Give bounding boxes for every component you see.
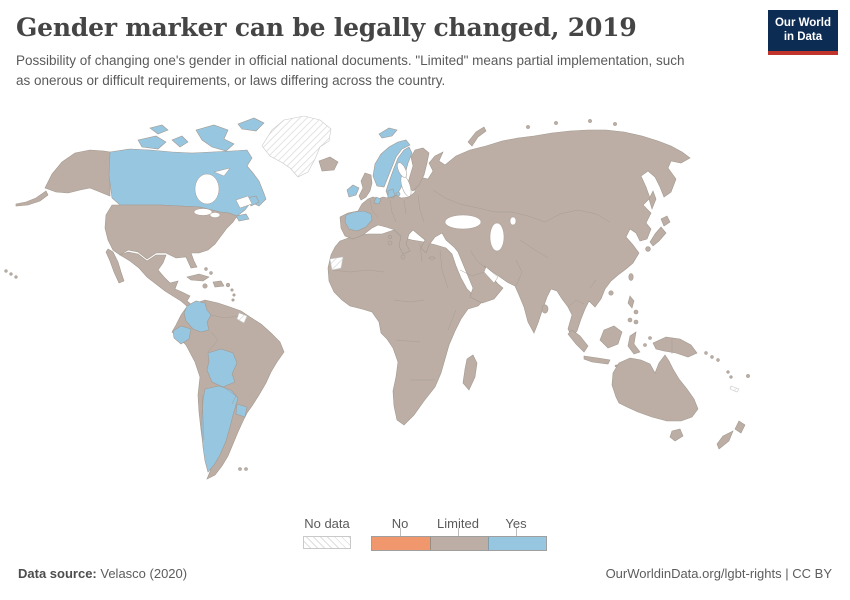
country-hainan[interactable] — [608, 290, 614, 296]
legend-swatch-limited[interactable] — [430, 537, 488, 550]
legend-no-data-label: No data — [304, 516, 350, 531]
country-mexico-central-america[interactable] — [119, 251, 210, 318]
page-title: Gender marker can be legally changed, 20… — [16, 13, 637, 42]
country-ecuador[interactable] — [172, 325, 192, 345]
country-fiji[interactable] — [746, 374, 750, 378]
country-philippines[interactable] — [627, 295, 639, 325]
country-svalbard[interactable] — [378, 127, 398, 139]
legend-tick — [516, 528, 517, 536]
vanuatu-islands[interactable] — [726, 370, 733, 379]
chart-subtitle: Possibility of changing one's gender in … — [16, 53, 685, 88]
arctic-islands[interactable] — [526, 119, 617, 129]
solomon-islands[interactable] — [704, 351, 720, 362]
country-borneo[interactable] — [599, 325, 623, 349]
country-canada-baffin[interactable] — [195, 124, 235, 152]
falkland-islands[interactable] — [238, 467, 248, 471]
legend-tick — [458, 528, 459, 536]
country-canada-island[interactable] — [149, 124, 169, 135]
license-label: CC BY — [792, 566, 832, 581]
country-netherlands[interactable] — [373, 196, 382, 205]
country-new-caledonia[interactable] — [729, 385, 740, 393]
owid-logo-line1: Our World — [774, 17, 831, 29]
data-source-label: Data source: — [18, 566, 97, 581]
data-source-value: Velasco (2020) — [100, 566, 188, 581]
country-taiwan[interactable] — [628, 273, 634, 281]
legend-label-limited: Limited — [437, 516, 479, 531]
country-japan[interactable] — [645, 215, 671, 252]
country-australia[interactable] — [611, 354, 699, 422]
country-denmark[interactable] — [387, 188, 396, 199]
legend-label-no: No — [391, 516, 409, 531]
country-cuba[interactable] — [186, 273, 210, 282]
country-united-kingdom[interactable] — [358, 172, 373, 201]
country-french-guiana[interactable] — [236, 312, 248, 324]
country-argentina[interactable] — [201, 385, 239, 473]
legend-swatch-yes[interactable] — [488, 537, 546, 550]
country-greenland[interactable] — [261, 115, 332, 178]
inland-seas — [193, 162, 517, 284]
country-madagascar[interactable] — [462, 354, 478, 391]
country-uruguay[interactable] — [235, 403, 248, 418]
owid-logo: Our World in Data — [767, 10, 838, 55]
owid-logo-line2: in Data — [783, 31, 823, 44]
country-sri-lanka[interactable] — [541, 304, 549, 314]
country-java[interactable] — [583, 355, 611, 365]
legend-tick — [400, 528, 401, 536]
legend-swatch-no[interactable] — [372, 537, 430, 550]
mediterranean-islands[interactable] — [387, 235, 436, 260]
country-bolivia[interactable] — [206, 348, 238, 388]
caribbean-islands[interactable] — [202, 267, 236, 302]
country-sumatra[interactable] — [567, 329, 589, 353]
legend-label-yes: Yes — [505, 516, 527, 531]
country-alaska[interactable] — [44, 149, 111, 197]
country-eurasia[interactable] — [339, 129, 691, 338]
attribution: OurWorldinData.org/lgbt-rights | CC BY — [606, 566, 832, 581]
maluku-islands[interactable] — [643, 336, 652, 347]
country-borders — [201, 189, 673, 441]
attribution-separator: | — [785, 566, 789, 581]
country-africa[interactable] — [327, 229, 487, 426]
legend-no-data-swatch[interactable] — [303, 536, 351, 549]
country-baja-california[interactable] — [105, 248, 125, 284]
country-sakhalin[interactable] — [648, 190, 657, 210]
country-ireland[interactable] — [346, 184, 360, 198]
country-canada-ellesmere[interactable] — [237, 117, 265, 132]
country-hispaniola[interactable] — [212, 280, 225, 288]
country-canada-novascotia[interactable] — [235, 213, 250, 222]
country-sweden[interactable] — [385, 146, 413, 199]
novaya-zemlya[interactable] — [467, 126, 487, 147]
country-norway[interactable] — [372, 139, 411, 188]
country-new-zealand[interactable] — [716, 420, 746, 450]
country-colombia[interactable] — [183, 300, 212, 333]
country-iceland[interactable] — [318, 156, 339, 172]
legend-bar — [371, 536, 547, 551]
country-denmark-island[interactable] — [395, 191, 401, 197]
country-canada-island[interactable] — [171, 135, 189, 148]
country-new-guinea[interactable] — [652, 336, 698, 358]
country-sulawesi[interactable] — [627, 331, 641, 355]
country-western-sahara[interactable] — [329, 256, 344, 271]
country-aleutians[interactable] — [15, 190, 49, 207]
country-canada-island[interactable] — [137, 135, 167, 150]
country-finland[interactable] — [406, 147, 430, 192]
data-source: Data source: Velasco (2020) — [18, 566, 187, 581]
hawaii-islands[interactable] — [4, 269, 18, 279]
country-spain[interactable] — [344, 210, 373, 232]
country-tasmania[interactable] — [669, 428, 684, 442]
owid-link[interactable]: OurWorldinData.org/lgbt-rights — [605, 566, 782, 581]
